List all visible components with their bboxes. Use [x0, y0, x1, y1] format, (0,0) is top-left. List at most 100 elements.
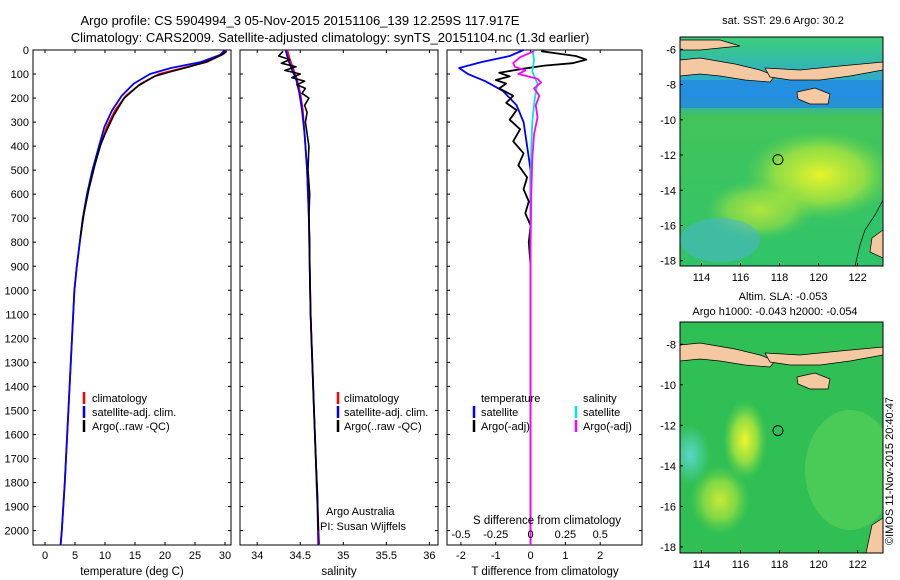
lon-tick-label: 120: [809, 559, 827, 571]
series-line-satellite-adj-clim-: [59, 49, 226, 546]
lon-tick-label: 122: [848, 559, 866, 571]
sst-map-frame: [679, 36, 884, 267]
difference-panel: [446, 49, 643, 546]
difference-legend: temperature salinity satellite Argo(-adj…: [472, 393, 632, 433]
legend-satellite-adj: satellite-adj. clim.: [92, 407, 176, 419]
x-tick-label: -1: [491, 550, 501, 562]
depth-tick-label: 2000: [5, 526, 29, 538]
figure-title: Argo profile: CS 5904994_3 05-Nov-2015 2…: [81, 13, 520, 28]
series-line-temperature-argo-adj-: [494, 50, 588, 545]
depth-tick-label: 200: [11, 93, 29, 105]
high-sla-patch: [723, 400, 767, 480]
depth-tick-label: 1300: [5, 357, 29, 369]
lat-tick-label: -8: [666, 80, 676, 92]
depth-tick-label: 800: [11, 237, 29, 249]
lat-tick-label: -12: [660, 420, 676, 432]
argo-australia-label: Argo Australia: [326, 506, 395, 518]
java-island: [680, 342, 776, 368]
x-tick-label: 25: [189, 550, 201, 562]
top-x-tick-label: -0.25: [483, 529, 508, 541]
lon-tick-label: 114: [693, 559, 711, 571]
depth-tick-label: 1000: [5, 285, 29, 297]
lon-tick-label: 118: [771, 559, 789, 571]
depth-tick-label: 1900: [5, 502, 29, 514]
x-tick-label: 0: [42, 550, 48, 562]
lon-tick-label: 116: [732, 272, 750, 284]
legend-salinity-title: salinity: [583, 393, 617, 405]
legend-temperature-satellite: satellite: [481, 407, 518, 419]
cool-patch: [680, 218, 760, 262]
temperature-panel: [32, 49, 232, 546]
legend-salinity-satellite: satellite: [583, 407, 620, 419]
x-tick-label: 35: [337, 550, 349, 562]
legend-argo: Argo(..raw -QC): [92, 421, 170, 433]
depth-tick-label: 1200: [5, 333, 29, 345]
series-line-temperature-satellite: [458, 49, 532, 545]
argo-location-marker: [772, 154, 784, 166]
lon-tick-label: 120: [809, 272, 827, 284]
depth-tick-label: 1700: [5, 453, 29, 465]
sla-map-title: Altim. SLA: -0.053: [739, 291, 828, 303]
sla-map-subtitle: Argo h1000: -0.043 h2000: -0.054: [692, 306, 857, 318]
lon-tick-label: 122: [848, 272, 866, 284]
top-x-tick-label: 0: [528, 529, 534, 541]
legend-temperature-title: temperature: [481, 393, 540, 405]
x-tick-label: 34: [251, 550, 263, 562]
high-sla-patch: [690, 465, 750, 535]
depth-tick-label: 100: [11, 69, 29, 81]
series-line-argo-raw-qc-: [277, 50, 320, 531]
figure-subtitle: Climatology: CARS2009. Satellite-adjuste…: [71, 30, 590, 45]
lat-tick-label: -10: [660, 380, 676, 392]
legend-climatology: climatology: [92, 393, 148, 405]
depth-tick-label: 0: [23, 45, 29, 57]
depth-tick-label: 1600: [5, 429, 29, 441]
lesser-sunda-islands: [764, 61, 883, 81]
x-tick-label: 2: [597, 550, 603, 562]
sst-map-title: sat. SST: 29.6 Argo: 30.2: [722, 15, 844, 27]
salinity-panel: [239, 49, 439, 546]
depth-tick-label: 300: [11, 117, 29, 129]
legend-argo: Argo(..raw -QC): [344, 421, 422, 433]
java-island: [680, 57, 776, 83]
depth-tick-label: 1100: [5, 309, 29, 321]
lat-tick-label: -8: [666, 339, 676, 351]
legend-salinity-argo: Argo(-adj): [583, 421, 632, 433]
depth-tick-label: 1500: [5, 405, 29, 417]
salinity-x-label: salinity: [321, 566, 356, 578]
depth-tick-label: 900: [11, 261, 29, 273]
lat-tick-label: -14: [660, 461, 676, 473]
depth-tick-label: 700: [11, 213, 29, 225]
x-tick-label: 5: [72, 550, 78, 562]
x-tick-label: 10: [99, 550, 111, 562]
sumba-island: [796, 372, 831, 390]
x-tick-label: 0: [528, 550, 534, 562]
depth-tick-label: 600: [11, 189, 29, 201]
sla-map-frame: [679, 321, 884, 554]
series-line-salinity-argo-adj-: [512, 50, 542, 545]
australia-land: [865, 517, 883, 553]
temperature-plot: 0 5 10 15 20 25 30: [42, 49, 231, 562]
depth-tick-label: 1400: [5, 381, 29, 393]
low-sla-patch: [680, 425, 710, 485]
lat-tick-label: -14: [660, 185, 676, 197]
x-tick-label: 30: [219, 550, 231, 562]
x-tick-label: 20: [159, 550, 171, 562]
borneo-coast: [680, 39, 741, 51]
x-tick-label: 34.5: [290, 550, 311, 562]
lat-tick-label: -6: [666, 44, 676, 56]
sst-map-axes: 114 116 118 120 122 -6 -8 -10 -12 -14 -16 -18: [660, 44, 867, 284]
lon-tick-label: 114: [693, 272, 711, 284]
lon-tick-label: 118: [771, 272, 789, 284]
australia-land: [869, 229, 883, 259]
x-tick-label: 15: [129, 550, 141, 562]
depth-tick-label: 1800: [5, 478, 29, 490]
lon-tick-label: 116: [732, 559, 750, 571]
sla-map: [680, 322, 883, 553]
difference-plot: -2 -1 0 1 2 -0.5 -0.25 0 0.25 0.5: [451, 49, 608, 562]
sst-map: [680, 37, 883, 266]
sla-patch: [805, 410, 883, 530]
depth-tick-label: 400: [11, 141, 29, 153]
series-line-argo-raw-qc-: [79, 50, 228, 238]
imos-credit: ©IMOS 11-Nov-2015 20:40:47: [884, 397, 896, 545]
